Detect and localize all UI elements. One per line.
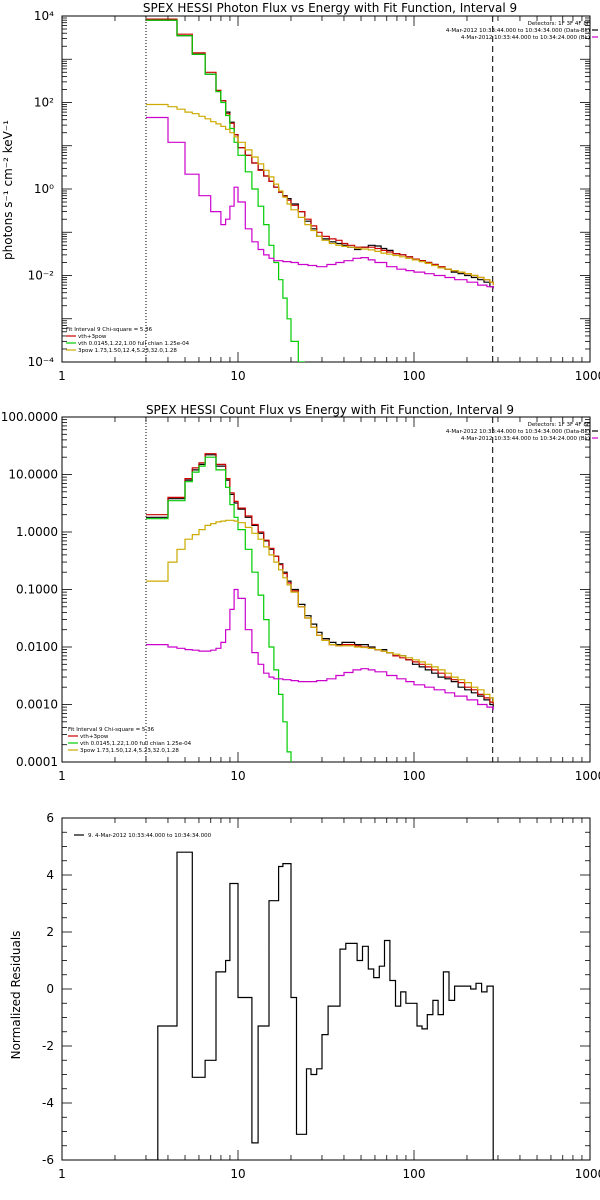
header-line: 4-Mar-2012 10:33:44.000 to 10:34:34.000 … xyxy=(446,429,590,435)
legend-text: Fit Interval 9 Chi-square = 5.36 xyxy=(66,327,153,333)
series-line xyxy=(146,19,305,362)
y-tick-label: 2 xyxy=(46,925,54,939)
y-axis-label: photons s⁻¹ cm⁻² keV⁻¹ xyxy=(1,120,15,260)
x-tick-label: 1000 xyxy=(575,369,600,383)
residuals-panel: Normalized Residuals 9. 4-Mar-2012 10:33… xyxy=(9,811,600,1181)
x-tick-label: 1 xyxy=(58,769,66,783)
plot-frame xyxy=(61,817,591,1161)
x-tick-label: 1 xyxy=(58,369,66,383)
legend-text: 9. 4-Mar-2012 10:33:44.000 to 10:34:34.0… xyxy=(88,833,212,839)
x-tick-label: 1 xyxy=(58,1167,66,1181)
legend-text: 3pow 1.73,1.50,12.4,5.23,32.0,1.28 xyxy=(78,348,177,354)
plot-frame xyxy=(61,416,591,763)
header-text: Detectors: 1F 3F 4F 8F 4-Mar-2012 10:33:… xyxy=(446,422,590,442)
y-tick-label: 6 xyxy=(46,811,54,825)
series-line xyxy=(146,588,494,711)
legend-text: 3pow 1.73,1.50,12.4,5.23,32.0,1.28 xyxy=(80,748,179,754)
y-tick-label: -2 xyxy=(42,1039,54,1053)
x-tick-label: 100 xyxy=(403,1167,426,1181)
header-line: 4-Mar-2012 10:33:44.000 to 10:34:24.000 … xyxy=(461,35,590,41)
legend: 9. 4-Mar-2012 10:33:44.000 to 10:34:34.0… xyxy=(88,833,212,839)
x-tick-label: 10 xyxy=(230,1167,245,1181)
series-line xyxy=(146,453,494,705)
y-tick-label: -6 xyxy=(42,1153,54,1167)
y-tick-label: 10⁴ xyxy=(34,9,54,23)
x-tick-label: 100 xyxy=(403,769,426,783)
series-line xyxy=(146,456,292,762)
x-tick-label: 1000 xyxy=(575,769,600,783)
plot-frame xyxy=(61,15,591,363)
header-line: 4-Mar-2012 10:33:44.000 to 10:34:34.000 … xyxy=(446,28,590,34)
y-tick-label: 100.0000 xyxy=(1,410,58,424)
series-group xyxy=(146,453,494,762)
y-axis-label: Normalized Residuals xyxy=(9,931,23,1060)
series-line xyxy=(146,19,494,289)
legend: Fit Interval 9 Chi-square = 5.36 vth+3po… xyxy=(66,327,190,354)
x-tick-label: 1000 xyxy=(575,1167,600,1181)
y-tick-label: 10⁻² xyxy=(28,269,55,283)
y-tick-label: 10⁻⁴ xyxy=(28,355,55,369)
series-line xyxy=(146,18,494,286)
y-tick-label: 10⁰ xyxy=(34,182,54,196)
y-tick-label: 0.0001 xyxy=(16,755,58,769)
y-tick-label: 4 xyxy=(46,868,54,882)
legend-text: vth 0.0145,1.22,1.00 full chian 1.25e-04 xyxy=(78,341,190,347)
x-tick-label: 10 xyxy=(230,769,245,783)
series-line xyxy=(146,851,494,1160)
y-tick-label: 10² xyxy=(34,96,54,110)
series-line xyxy=(146,103,494,286)
x-tick-label: 10 xyxy=(230,369,245,383)
legend-text: vth+3pow xyxy=(78,334,107,340)
chart-title: SPEX HESSI Count Flux vs Energy with Fit… xyxy=(146,403,514,417)
chart-title: SPEX HESSI Photon Flux vs Energy with Fi… xyxy=(143,1,517,15)
legend: Fit Interval 9 Chi-square = 5.36 vth+3po… xyxy=(68,727,192,754)
legend-text: Fit Interval 9 Chi-square = 5.36 xyxy=(68,727,155,733)
y-tick-label: -4 xyxy=(42,1096,54,1110)
photon-flux-panel: SPEX HESSI Photon Flux vs Energy with Fi… xyxy=(1,1,600,383)
series-line xyxy=(146,519,494,703)
header-text: Detectors: 1F 3F 4F 8F 4-Mar-2012 10:33:… xyxy=(446,21,590,41)
series-group xyxy=(146,851,494,1160)
y-tick-label: 1.0000 xyxy=(16,525,58,539)
y-tick-label: 10.0000 xyxy=(8,468,58,482)
header-line: Detectors: 1F 3F 4F 8F xyxy=(528,21,590,27)
y-tick-label: 0.0100 xyxy=(16,640,58,654)
series-line xyxy=(146,454,494,708)
series-group xyxy=(146,18,494,362)
y-tick-label: 0 xyxy=(46,982,54,996)
legend-text: vth+3pow xyxy=(80,734,109,740)
y-tick-label: 0.1000 xyxy=(16,583,58,597)
header-line: 4-Mar-2012 10:33:44.000 to 10:34:24.000 … xyxy=(461,436,590,442)
x-tick-label: 100 xyxy=(403,369,426,383)
header-line: Detectors: 1F 3F 4F 8F xyxy=(528,422,590,428)
y-tick-label: 0.0010 xyxy=(16,698,58,712)
count-flux-panel: SPEX HESSI Count Flux vs Energy with Fit… xyxy=(1,403,600,783)
series-line xyxy=(146,116,494,289)
legend-text: vth 0.0145,1.22,1.00 full chian 1.25e-04 xyxy=(80,741,192,747)
